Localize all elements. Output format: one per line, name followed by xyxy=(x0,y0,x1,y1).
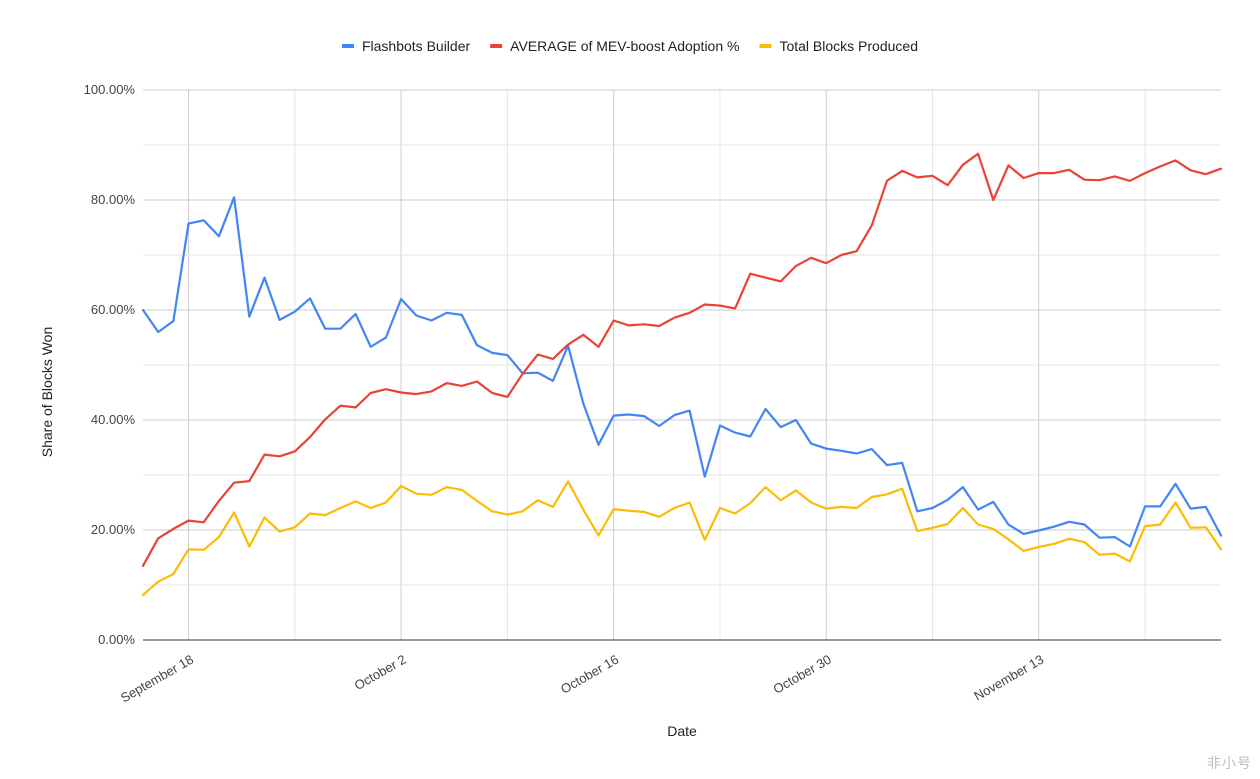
y-tick-label: 100.00% xyxy=(84,82,136,97)
legend-swatch xyxy=(341,44,354,48)
x-tick-label: October 30 xyxy=(771,652,834,697)
series-line-flashbots-builder xyxy=(141,196,1223,548)
y-tick-label: 60.00% xyxy=(91,302,136,317)
y-tick-label: 40.00% xyxy=(91,412,136,427)
series-lines xyxy=(141,152,1223,597)
series-line-average-of-mev-boost-adoption xyxy=(141,152,1223,567)
x-tick-label: October 2 xyxy=(352,652,409,694)
legend-label: AVERAGE of MEV-boost Adoption % xyxy=(510,38,739,54)
x-axis-tick-labels: September 18 October 2 October 16 October 3… xyxy=(118,652,1046,706)
y-tick-label: 0.00% xyxy=(98,632,135,647)
legend-label: Total Blocks Produced xyxy=(779,38,918,54)
x-tick-label: October 16 xyxy=(558,652,621,697)
chart-legend: Flashbots Builder AVERAGE of MEV-boost Ad… xyxy=(341,38,918,54)
y-axis-title: Share of Blocks Won xyxy=(39,327,55,457)
y-axis-tick-labels: 0.00% 20.00% 40.00% 60.00% 80.00% 100.00% xyxy=(84,82,136,647)
x-tick-label: September 18 xyxy=(118,652,196,706)
legend-swatch xyxy=(759,44,772,48)
legend-swatch xyxy=(490,44,503,48)
x-tick-label: November 13 xyxy=(971,652,1046,704)
watermark: 非小号 xyxy=(1207,755,1252,771)
y-tick-label: 80.00% xyxy=(91,192,136,207)
series-line-total-blocks-produced xyxy=(141,480,1223,597)
legend-label: Flashbots Builder xyxy=(362,38,471,54)
y-tick-label: 20.00% xyxy=(91,522,136,537)
x-axis-title: Date xyxy=(667,723,697,739)
